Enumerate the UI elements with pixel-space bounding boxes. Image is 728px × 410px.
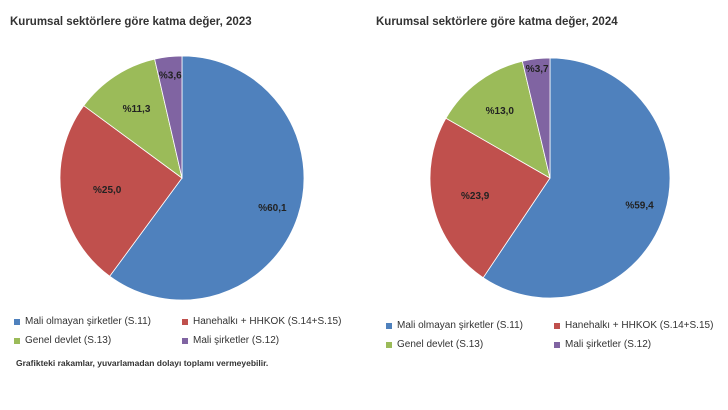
chart-title: Kurumsal sektörlere göre katma değer, 20… (10, 16, 252, 28)
legend-swatch (182, 318, 188, 325)
label-households: %25,0 (93, 185, 122, 196)
legend-item-financial: Mali şirketler (S.12) (554, 339, 728, 350)
chart-title: Kurumsal sektörlere göre katma değer, 20… (376, 16, 618, 28)
legend-swatch (554, 341, 560, 348)
slice-non-financial (482, 57, 671, 299)
legend-label: Mali şirketler (S.12) (193, 335, 280, 346)
legend-label: Hanehalkı + HHKOK (S.14+S.15) (193, 316, 342, 327)
legend-item-households: Hanehalkı + HHKOK (S.14+S.15) (182, 316, 359, 327)
slice-government (83, 58, 183, 179)
label-households: %23,9 (461, 191, 490, 202)
slice-government (445, 60, 551, 179)
label-government: %11,3 (123, 104, 151, 115)
slice-financial (154, 55, 183, 179)
legend-item-households: Hanehalkı + HHKOK (S.14+S.15) (554, 320, 728, 331)
slice-households (59, 105, 183, 277)
legend-label: Mali olmayan şirketler (S.11) (397, 320, 523, 331)
legend-item-non-financial: Mali olmayan şirketler (S.11) (14, 316, 182, 327)
pie-svg: %59,4 %23,9 %13,0 %3,7 (429, 57, 671, 299)
legend-swatch (182, 337, 188, 344)
legend-label: Genel devlet (S.13) (397, 339, 484, 350)
legend-label: Mali olmayan şirketler (S.11) (25, 316, 151, 327)
legend-label: Genel devlet (S.13) (25, 335, 112, 346)
slice-households (429, 117, 551, 279)
legend-swatch (14, 318, 20, 325)
label-financial: %3,6 (159, 71, 182, 82)
footnote: Grafikteki rakamlar, yuvarlamadan dolayı… (16, 358, 269, 368)
label-financial: %3,7 (526, 64, 549, 75)
legend-item-government: Genel devlet (S.13) (14, 335, 182, 346)
legend-item-financial: Mali şirketler (S.12) (182, 335, 359, 346)
legend-label: Mali şirketler (S.12) (565, 339, 652, 350)
legend: Mali olmayan şirketler (S.11) Hanehalkı … (386, 320, 728, 350)
label-government: %13,0 (486, 106, 515, 117)
legend-item-government: Genel devlet (S.13) (386, 339, 554, 350)
pie-chart-2024: Kurumsal sektörlere göre katma değer, 20… (364, 0, 728, 410)
legend-label: Hanehalkı + HHKOK (S.14+S.15) (565, 320, 714, 331)
slice-financial (521, 57, 551, 179)
label-non-financial: %60,1 (258, 203, 287, 214)
label-non-financial: %59,4 (625, 201, 654, 212)
legend: Mali olmayan şirketler (S.11) Hanehalkı … (14, 316, 359, 346)
slice-non-financial (109, 55, 305, 301)
pie-svg: %60,1 %25,0 %11,3 %3,6 (59, 55, 305, 301)
legend-swatch (554, 322, 560, 329)
pie-chart-2023: Kurumsal sektörlere göre katma değer, 20… (10, 16, 359, 368)
legend-swatch (386, 341, 392, 348)
legend-swatch (386, 322, 392, 329)
legend-swatch (14, 337, 20, 344)
legend-item-non-financial: Mali olmayan şirketler (S.11) (386, 320, 554, 331)
